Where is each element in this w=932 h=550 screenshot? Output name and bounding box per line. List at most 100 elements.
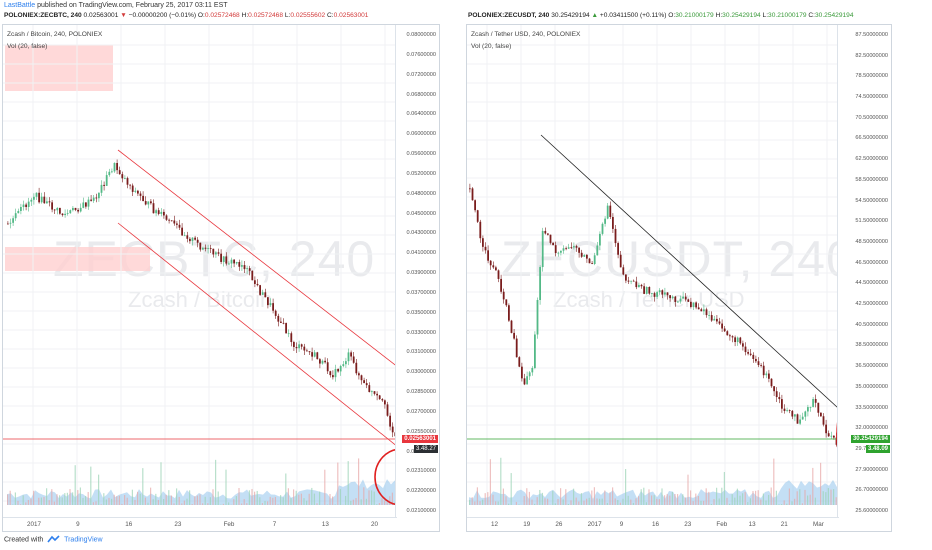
price-tick-label: 82.50000000 xyxy=(855,52,888,59)
volume-bar xyxy=(617,500,619,505)
volume-bar xyxy=(757,490,759,505)
volume-bar xyxy=(142,468,144,505)
volume-bar xyxy=(708,491,710,505)
volume-bar xyxy=(48,500,50,505)
candle-body xyxy=(648,286,651,294)
candle-body xyxy=(674,296,677,302)
left-time-axis[interactable]: 2017 9 16 23 Feb 7 13 20 xyxy=(3,517,397,531)
left-price-axis[interactable]: 0.08000000 0.07600000 0.07200000 0.06800000… xyxy=(395,25,439,531)
candle-body xyxy=(134,190,137,192)
channel-upper-line xyxy=(117,149,397,367)
volume-bar xyxy=(510,473,512,505)
candle-body xyxy=(285,323,287,334)
candle-body xyxy=(363,380,365,384)
volume-bar xyxy=(487,492,489,505)
volume-bar xyxy=(30,498,32,505)
candle-body xyxy=(609,205,612,217)
candle-body xyxy=(235,261,238,264)
volume-bar xyxy=(518,504,520,505)
volume-bar xyxy=(786,503,788,505)
candle-body xyxy=(809,406,812,408)
volume-bar xyxy=(90,466,92,505)
volume-bar xyxy=(791,501,793,505)
price-tick-label: 0.04100000 xyxy=(406,250,436,257)
volume-bar xyxy=(183,500,185,505)
price-tick-label: 38.50000000 xyxy=(855,342,888,349)
time-tick-label: 9 xyxy=(76,521,80,528)
candle-body xyxy=(484,246,487,251)
right-time-axis[interactable]: 12 19 26 2017 9 16 23 Feb 13 21 Mar xyxy=(467,517,839,531)
volume-bar xyxy=(293,489,295,505)
volume-bar xyxy=(658,499,660,505)
candle-body xyxy=(794,414,796,417)
volume-bar xyxy=(627,495,629,505)
left-low-label: L: xyxy=(284,12,291,19)
volume-bar xyxy=(20,504,22,505)
left-chart-pane[interactable]: ZECBTC, 240 Zcash / Bitcoin Zcash / Bitc… xyxy=(2,24,440,532)
volume-bar xyxy=(573,488,575,505)
volume-bar xyxy=(66,492,68,505)
right-plot-area[interactable] xyxy=(467,25,839,519)
price-tick-label: 0.07600000 xyxy=(406,51,436,58)
created-with-text: Created with xyxy=(4,536,44,544)
volume-bar xyxy=(632,502,634,505)
candle-body xyxy=(290,333,293,343)
candle-body xyxy=(79,207,82,212)
volume-bar xyxy=(87,492,89,505)
volume-bar xyxy=(300,493,302,505)
volume-bar xyxy=(222,503,224,505)
right-chart-pane[interactable]: ZECUSDT, 240 Zcash / Tether USD Zcash / … xyxy=(466,24,892,532)
volume-bar xyxy=(586,498,588,505)
left-low: 0.02555602 xyxy=(290,12,326,19)
volume-bar xyxy=(747,502,749,505)
candle-body xyxy=(606,205,609,219)
candle-body xyxy=(552,242,554,246)
volume-bar xyxy=(139,493,141,505)
candle-body xyxy=(386,404,389,416)
price-tick-label: 74.50000000 xyxy=(855,94,888,101)
candle-body xyxy=(316,352,319,360)
author-link[interactable]: LastBattle xyxy=(4,2,36,9)
tradingview-link[interactable]: TradingView xyxy=(64,536,103,544)
volume-bar xyxy=(105,499,107,505)
volume-bar xyxy=(690,490,692,505)
candle-body xyxy=(199,242,202,250)
candle-body xyxy=(40,196,43,203)
volume-bar xyxy=(287,488,289,505)
price-tick-label: 0.06800000 xyxy=(406,91,436,98)
candle-body xyxy=(82,202,85,208)
right-price-axis[interactable]: 87.50000000 82.50000000 78.50000000 74.5000… xyxy=(837,25,891,531)
volume-bar xyxy=(575,497,577,505)
volume-bar xyxy=(131,489,133,505)
left-symbol[interactable]: POLONIEX:ZECBTC, 240 xyxy=(4,12,82,19)
volume-bar xyxy=(209,497,211,505)
candle-body xyxy=(35,192,38,197)
candle-body xyxy=(144,201,147,205)
left-plot-area[interactable] xyxy=(3,25,397,519)
right-high-label: H: xyxy=(715,12,723,19)
left-watermark-name: Zcash / Bitcoin xyxy=(128,287,273,312)
left-high-label: H: xyxy=(241,12,249,19)
volume-bar xyxy=(378,502,380,505)
volume-bar xyxy=(69,489,71,505)
volume-bar xyxy=(570,500,572,505)
up-triangle-icon: ▲ xyxy=(591,12,599,19)
right-symbol[interactable]: POLONIEX:ZECUSDT, 240 xyxy=(468,12,550,19)
price-tick-label: 0.02200000 xyxy=(406,488,436,495)
candle-body xyxy=(38,192,40,203)
candle-body xyxy=(755,358,757,362)
candle-body xyxy=(526,376,528,385)
price-tick-label: 0.05600000 xyxy=(406,151,436,157)
volume-bar xyxy=(744,491,746,505)
candle-body xyxy=(371,391,373,393)
volume-bar xyxy=(17,500,19,505)
candle-body xyxy=(251,270,254,281)
candle-body xyxy=(489,260,492,266)
candle-body xyxy=(768,373,770,379)
candle-body xyxy=(202,247,204,250)
volume-bar xyxy=(687,474,689,505)
price-tick-label: 0.06400000 xyxy=(406,111,436,118)
volume-bar xyxy=(61,497,63,505)
volume-bar xyxy=(337,462,339,505)
candle-body xyxy=(326,362,329,372)
